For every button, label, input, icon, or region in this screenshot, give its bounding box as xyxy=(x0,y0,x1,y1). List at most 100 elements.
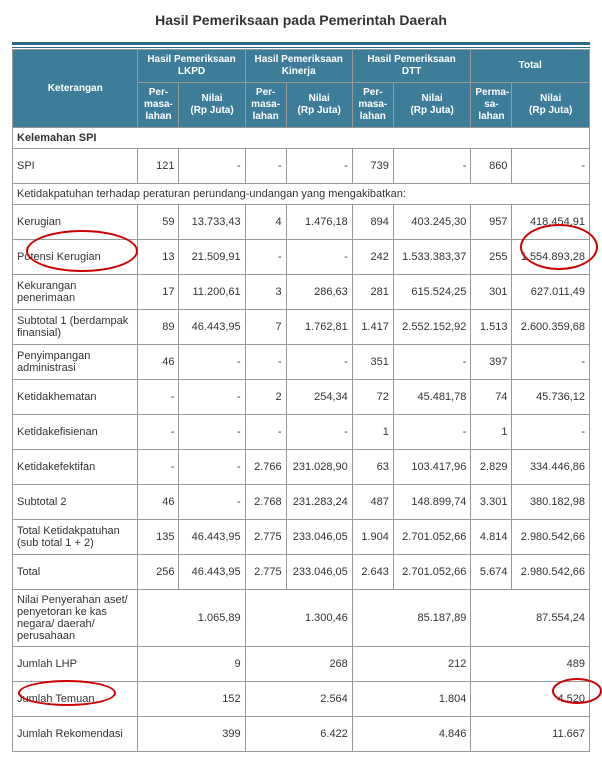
cell-label: Ketidakefisienan xyxy=(13,415,138,450)
th-total: Total xyxy=(471,50,590,83)
cell: - xyxy=(286,415,352,450)
cell: 268 xyxy=(245,647,352,682)
cell: 256 xyxy=(138,555,179,590)
cell: 74 xyxy=(471,380,512,415)
cell: 281 xyxy=(352,275,393,310)
cell-label: Kekurangan penerimaan xyxy=(13,275,138,310)
th-lkpd: Hasil Pemeriksaan LKPD xyxy=(138,50,245,83)
th-perm-1: Per-masa-lahan xyxy=(138,83,179,128)
cell: 403.245,30 xyxy=(393,205,471,240)
cell: 1.065,89 xyxy=(138,590,245,647)
cell: 1.300,46 xyxy=(245,590,352,647)
row-totketidak: Total Ketidakpatuhan (sub total 1 + 2) 1… xyxy=(13,520,590,555)
cell: 254,34 xyxy=(286,380,352,415)
cell: 103.417,96 xyxy=(393,450,471,485)
th-nilai-4: Nilai(Rp Juta) xyxy=(512,83,590,128)
cell: 231.028,90 xyxy=(286,450,352,485)
cell: - xyxy=(138,450,179,485)
cell: - xyxy=(245,149,286,184)
cell: 7 xyxy=(245,310,286,345)
row-jumlah-lhp: Jumlah LHP 9 268 212 489 xyxy=(13,647,590,682)
cell: 255 xyxy=(471,240,512,275)
cell: - xyxy=(393,415,471,450)
cell-label: SPI xyxy=(13,149,138,184)
cell: 46.443,95 xyxy=(179,520,245,555)
cell: 45.736,12 xyxy=(512,380,590,415)
row-kekurangan: Kekurangan penerimaan 17 11.200,61 3 286… xyxy=(13,275,590,310)
cell: 2.600.359,68 xyxy=(512,310,590,345)
cell: - xyxy=(512,149,590,184)
cell-label: Jumlah Temuan xyxy=(13,682,138,717)
main-table: Keterangan Hasil Pemeriksaan LKPD Hasil … xyxy=(12,49,590,752)
cell: 1.804 xyxy=(352,682,471,717)
cell: 2.701.052,66 xyxy=(393,555,471,590)
cell: 380.182,98 xyxy=(512,485,590,520)
cell: - xyxy=(245,415,286,450)
cell: 46 xyxy=(138,345,179,380)
cell: 286,63 xyxy=(286,275,352,310)
cell: 13 xyxy=(138,240,179,275)
th-nilai-1: Nilai(Rp Juta) xyxy=(179,83,245,128)
th-nilai-3: Nilai(Rp Juta) xyxy=(393,83,471,128)
cell: - xyxy=(286,240,352,275)
page-title: Hasil Pemeriksaan pada Pemerintah Daerah xyxy=(12,12,590,28)
cell-label: Nilai Penyerahan aset/ penyetoran ke kas… xyxy=(13,590,138,647)
cell: - xyxy=(138,415,179,450)
cell: 2.980.542,66 xyxy=(512,555,590,590)
cell: 5.674 xyxy=(471,555,512,590)
cell-label: Ketidakefektifan xyxy=(13,450,138,485)
th-perm-2: Per-masa-lahan xyxy=(245,83,286,128)
cell: 1.513 xyxy=(471,310,512,345)
cell: 1.554.893,28 xyxy=(512,240,590,275)
cell: - xyxy=(245,345,286,380)
cell: 1 xyxy=(471,415,512,450)
cell-label: Total xyxy=(13,555,138,590)
cell: 1.533.383,37 xyxy=(393,240,471,275)
cell: - xyxy=(179,485,245,520)
cell: 1.762,81 xyxy=(286,310,352,345)
cell: 89 xyxy=(138,310,179,345)
row-penyimpangan: Penyimpangan administrasi 46 - - - 351 -… xyxy=(13,345,590,380)
cell: 418.454,91 xyxy=(512,205,590,240)
cell: 242 xyxy=(352,240,393,275)
th-dtt: Hasil Pemeriksaan DTT xyxy=(352,50,471,83)
cell: 63 xyxy=(352,450,393,485)
cell: - xyxy=(286,149,352,184)
cell: 13.733,43 xyxy=(179,205,245,240)
cell: 351 xyxy=(352,345,393,380)
cell: 2.775 xyxy=(245,520,286,555)
cell: 2.768 xyxy=(245,485,286,520)
cell: 399 xyxy=(138,717,245,752)
cell: - xyxy=(512,415,590,450)
cell: - xyxy=(138,380,179,415)
cell: - xyxy=(179,450,245,485)
th-kinerja: Hasil Pemeriksaan Kinerja xyxy=(245,50,352,83)
cell: - xyxy=(179,345,245,380)
cell: 233.046,05 xyxy=(286,520,352,555)
cell-label: Total Ketidakpatuhan (sub total 1 + 2) xyxy=(13,520,138,555)
row-sub1: Subtotal 1 (berdampak finansial) 89 46.4… xyxy=(13,310,590,345)
cell: 2.766 xyxy=(245,450,286,485)
cell: - xyxy=(179,415,245,450)
cell: 21.509,91 xyxy=(179,240,245,275)
cell: 894 xyxy=(352,205,393,240)
row-ketidakhematan: Ketidakhematan - - 2 254,34 72 45.481,78… xyxy=(13,380,590,415)
cell: 3.301 xyxy=(471,485,512,520)
cell: 1.476,18 xyxy=(286,205,352,240)
cell: 212 xyxy=(352,647,471,682)
row-kerugian: Kerugian 59 13.733,43 4 1.476,18 894 403… xyxy=(13,205,590,240)
cell: 957 xyxy=(471,205,512,240)
cell-label: Jumlah Rekomendasi xyxy=(13,717,138,752)
cell-label: Ketidakhematan xyxy=(13,380,138,415)
row-sub2: Subtotal 2 46 - 2.768 231.283,24 487 148… xyxy=(13,485,590,520)
cell: 860 xyxy=(471,149,512,184)
cell: 46.443,95 xyxy=(179,310,245,345)
cell: 46.443,95 xyxy=(179,555,245,590)
row-potensi: Potensi Kerugian 13 21.509,91 - - 242 1.… xyxy=(13,240,590,275)
cell: 2.829 xyxy=(471,450,512,485)
cell: 2.775 xyxy=(245,555,286,590)
row-spi: SPI 121 - - - 739 - 860 - xyxy=(13,149,590,184)
cell: - xyxy=(512,345,590,380)
cell: 148.899,74 xyxy=(393,485,471,520)
cell: 2 xyxy=(245,380,286,415)
